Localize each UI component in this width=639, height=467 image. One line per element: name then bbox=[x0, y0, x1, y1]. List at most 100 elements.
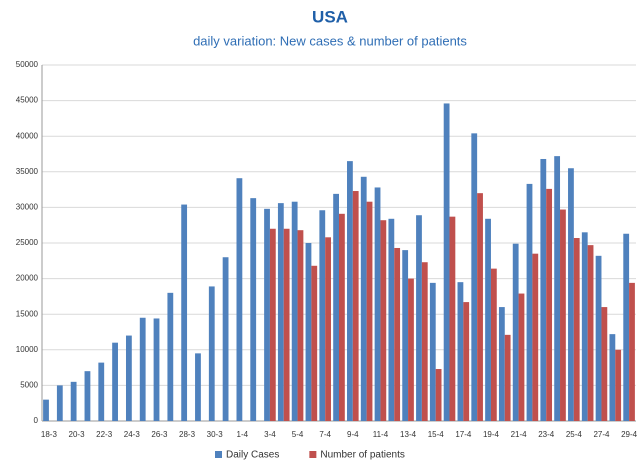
bar bbox=[477, 193, 483, 421]
x-tick-label: 29-4 bbox=[621, 430, 638, 439]
bar bbox=[554, 156, 561, 422]
bar bbox=[195, 353, 201, 421]
bar bbox=[540, 158, 547, 421]
bar bbox=[568, 168, 574, 421]
bar bbox=[339, 213, 345, 421]
x-tick-label: 11-4 bbox=[373, 430, 389, 439]
bar bbox=[374, 187, 381, 421]
bar bbox=[532, 253, 539, 421]
bar bbox=[421, 262, 428, 421]
y-tick-label: 50000 bbox=[16, 60, 39, 69]
chart-title: USA bbox=[312, 7, 348, 26]
bar bbox=[416, 215, 422, 421]
bar bbox=[601, 307, 608, 421]
y-tick-label: 10000 bbox=[16, 345, 39, 354]
x-tick-label: 5-4 bbox=[292, 430, 304, 439]
bar bbox=[581, 232, 588, 421]
bar bbox=[402, 250, 409, 421]
y-tick-label: 40000 bbox=[16, 131, 39, 140]
bar bbox=[153, 318, 160, 421]
bar bbox=[360, 176, 367, 421]
bar bbox=[283, 228, 290, 421]
x-tick-label: 20-3 bbox=[69, 430, 86, 439]
y-tick-label: 5000 bbox=[20, 381, 38, 390]
x-tick-label: 22-3 bbox=[96, 430, 113, 439]
bar bbox=[70, 381, 77, 421]
bar bbox=[167, 292, 174, 421]
x-tick-label: 19-4 bbox=[483, 430, 500, 439]
bar bbox=[526, 183, 533, 421]
chart-subtitle: daily variation: New cases & number of p… bbox=[193, 33, 467, 48]
x-tick-label: 1-4 bbox=[237, 430, 249, 439]
bar bbox=[595, 255, 602, 421]
y-tick-label: 20000 bbox=[16, 274, 39, 283]
bar bbox=[457, 282, 464, 421]
bar bbox=[325, 237, 331, 421]
bar bbox=[125, 335, 132, 421]
bar bbox=[560, 209, 566, 421]
bar bbox=[305, 243, 312, 421]
bar bbox=[291, 201, 298, 421]
bar bbox=[429, 282, 436, 421]
x-tick-label: 15-4 bbox=[428, 430, 445, 439]
bar bbox=[112, 342, 118, 421]
bar bbox=[236, 178, 243, 421]
bar bbox=[43, 399, 49, 421]
bar bbox=[518, 293, 525, 421]
x-tick-label: 21-4 bbox=[511, 430, 528, 439]
x-tick-label: 17-4 bbox=[455, 430, 472, 439]
bar bbox=[56, 385, 63, 421]
bar bbox=[366, 201, 373, 421]
y-tick-label: 0 bbox=[34, 416, 39, 425]
x-tick-label: 9-4 bbox=[347, 430, 359, 439]
x-tick-label: 30-3 bbox=[207, 430, 224, 439]
bar bbox=[394, 247, 401, 421]
bar bbox=[512, 243, 519, 421]
bar bbox=[587, 245, 594, 421]
bar bbox=[333, 193, 339, 421]
bar bbox=[449, 216, 456, 421]
bar bbox=[208, 286, 215, 421]
x-tick-label: 18-3 bbox=[41, 430, 58, 439]
x-tick-label: 24-3 bbox=[124, 430, 141, 439]
bar bbox=[443, 103, 450, 421]
bar bbox=[471, 133, 478, 422]
bar bbox=[485, 218, 491, 421]
bar bbox=[250, 198, 257, 421]
x-tick-label: 25-4 bbox=[566, 430, 583, 439]
bar bbox=[352, 191, 359, 421]
bar bbox=[181, 204, 188, 421]
bar bbox=[490, 268, 497, 421]
x-tick-label: 13-4 bbox=[400, 430, 417, 439]
x-tick-label: 7-4 bbox=[319, 430, 331, 439]
bar bbox=[98, 362, 105, 421]
bar bbox=[388, 218, 395, 421]
bar bbox=[139, 317, 146, 421]
x-tick-label: 27-4 bbox=[593, 430, 610, 439]
bar bbox=[546, 188, 553, 421]
bar bbox=[498, 307, 505, 421]
legend-label: Number of patients bbox=[320, 450, 405, 461]
bar bbox=[609, 334, 616, 421]
x-tick-label: 26-3 bbox=[151, 430, 168, 439]
y-tick-label: 45000 bbox=[16, 96, 39, 105]
legend-swatch bbox=[309, 451, 317, 458]
x-tick-label: 28-3 bbox=[179, 430, 196, 439]
y-tick-label: 35000 bbox=[16, 167, 39, 176]
bar bbox=[222, 257, 229, 421]
bar bbox=[463, 302, 470, 421]
bar bbox=[269, 228, 276, 421]
bar bbox=[297, 230, 304, 421]
bar bbox=[435, 369, 442, 421]
y-tick-label: 30000 bbox=[16, 203, 39, 212]
bar bbox=[319, 210, 326, 421]
bar bbox=[623, 233, 630, 421]
y-tick-label: 25000 bbox=[16, 238, 39, 247]
bar bbox=[347, 161, 353, 421]
bar bbox=[277, 203, 284, 421]
bar bbox=[629, 282, 635, 421]
bar bbox=[573, 238, 580, 421]
legend-swatch bbox=[215, 451, 222, 458]
bar bbox=[311, 265, 318, 421]
